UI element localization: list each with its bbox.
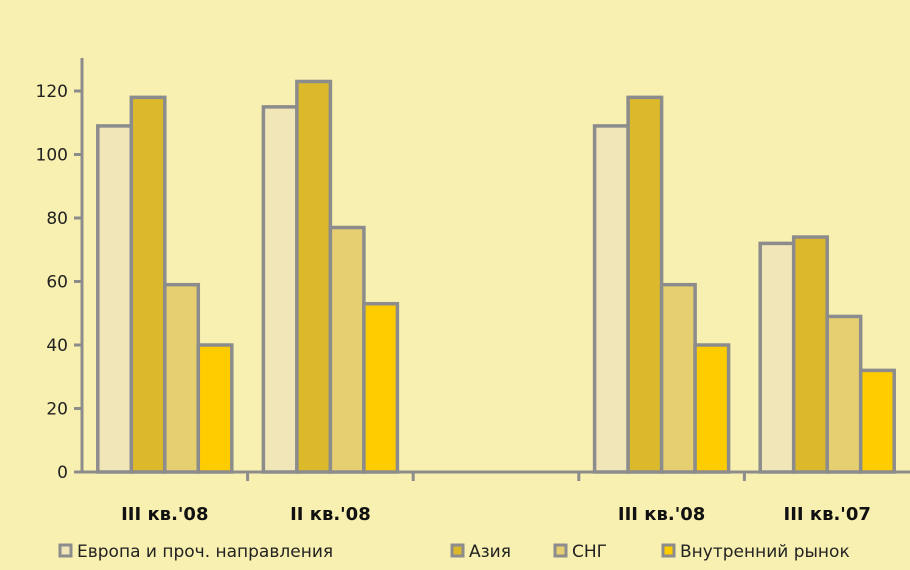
legend-label: СНГ <box>572 542 607 562</box>
bar <box>693 343 731 474</box>
category-label: II кв.'08 <box>290 504 371 525</box>
bar <box>362 301 400 474</box>
bar <box>96 124 134 474</box>
bar <box>825 314 863 474</box>
y-tick-label: 20 <box>46 400 68 420</box>
legend-label: Внутренний рынок <box>680 542 850 562</box>
legend: Европа и проч. направления Азия СНГ Внутрен… <box>58 542 850 562</box>
legend-swatch <box>58 543 73 558</box>
legend-swatch <box>450 543 465 558</box>
y-tick-label: 60 <box>46 273 68 293</box>
y-tick-label: 80 <box>46 209 68 229</box>
category-label: III кв.'08 <box>618 504 705 525</box>
legend-label: Европа и проч. направления <box>77 542 333 562</box>
bar <box>196 343 234 474</box>
legend-swatch <box>553 543 568 558</box>
bar <box>295 79 333 474</box>
bar <box>328 225 366 474</box>
y-tick-label: 0 <box>57 463 68 483</box>
bars <box>96 79 896 474</box>
category-labels: III кв.'08 II кв.'08 III кв.'08 III кв.'07 <box>121 504 871 525</box>
category-label: III кв.'08 <box>121 504 208 525</box>
y-tick-label: 120 <box>36 82 68 102</box>
bar <box>858 368 896 474</box>
bar <box>261 105 299 474</box>
legend-label: Азия <box>469 542 511 562</box>
legend-swatch <box>661 543 676 558</box>
y-tick-label: 100 <box>36 146 68 166</box>
bar <box>129 95 167 474</box>
category-label: III кв.'07 <box>784 504 871 525</box>
bar <box>758 241 796 474</box>
bar <box>592 124 630 474</box>
bar <box>659 282 697 474</box>
y-tick-label: 40 <box>46 336 68 356</box>
bar <box>626 95 664 474</box>
bar <box>163 282 201 474</box>
y-tick-labels: 0 20 40 60 80 100 120 <box>36 82 68 483</box>
bar <box>791 235 829 474</box>
